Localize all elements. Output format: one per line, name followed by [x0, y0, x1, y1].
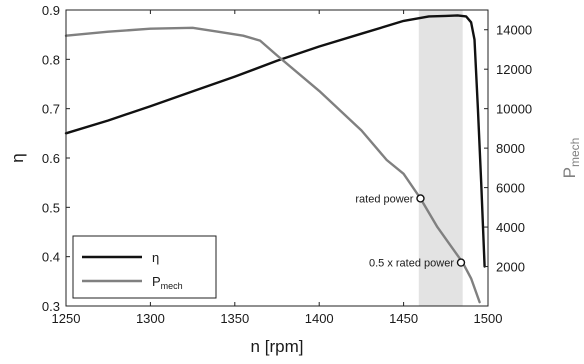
y-tick-left-label: 0.9 — [42, 3, 60, 18]
rated-power-marker — [416, 194, 425, 203]
y-axis-right-title: Pmech — [560, 138, 582, 179]
series-eta-line — [64, 14, 486, 268]
x-tick-label: 1450 — [389, 311, 418, 326]
y-axis-left-title: η — [8, 153, 27, 162]
series-pmech-line — [64, 26, 481, 304]
x-tick-label: 1500 — [474, 311, 503, 326]
y-axis-right-title-sub: mech — [568, 138, 582, 167]
y-axis-right-title-main: P — [560, 167, 579, 178]
x-axis-title: n [rpm] — [251, 337, 304, 356]
legend-label-pmech: Pmech — [152, 274, 183, 291]
legend: η Pmech — [72, 235, 217, 299]
y-tick-right-label: 10000 — [496, 102, 532, 117]
y-tick-right-label: 14000 — [496, 23, 532, 38]
half-rated-power-label: 0.5 x rated power — [369, 258, 454, 270]
y-tick-left-label: 0.5 — [42, 200, 60, 215]
y-tick-right-label: 8000 — [496, 141, 525, 156]
x-tick-label: 1250 — [52, 311, 81, 326]
y-tick-right-label: 6000 — [496, 181, 525, 196]
y-tick-left-label: 0.6 — [42, 151, 60, 166]
x-ticks: 1250 1300 1350 1400 1450 1500 — [52, 10, 503, 326]
annotations: rated power 0.5 x rated power — [355, 193, 466, 270]
x-tick-label: 1300 — [136, 311, 165, 326]
y-tick-left-label: 0.7 — [42, 102, 60, 117]
legend-label-pmech-main: P — [152, 274, 161, 289]
half-rated-power-marker — [456, 258, 466, 267]
series-layer — [64, 14, 486, 304]
x-tick-label: 1350 — [220, 311, 249, 326]
y-tick-right-label: 4000 — [496, 220, 525, 235]
legend-label-eta: η — [152, 250, 159, 265]
legend-label-pmech-sub: mech — [161, 281, 183, 291]
y-ticks-right: 2000 4000 6000 8000 10000 12000 14000 — [484, 23, 532, 275]
legend-box — [72, 235, 217, 299]
y-tick-left-label: 0.4 — [42, 250, 60, 265]
y-tick-left-label: 0.3 — [42, 299, 60, 314]
shaded-region-layer — [418, 10, 463, 306]
x-tick-label: 1400 — [305, 311, 334, 326]
rated-power-label: rated power — [355, 193, 413, 205]
y-tick-right-label: 2000 — [496, 260, 525, 275]
y-tick-right-label: 12000 — [496, 62, 532, 77]
y-ticks-left: 0.3 0.4 0.5 0.6 0.7 0.8 0.9 — [42, 3, 70, 314]
shaded-region — [418, 10, 463, 306]
y-tick-left-label: 0.8 — [42, 52, 60, 67]
